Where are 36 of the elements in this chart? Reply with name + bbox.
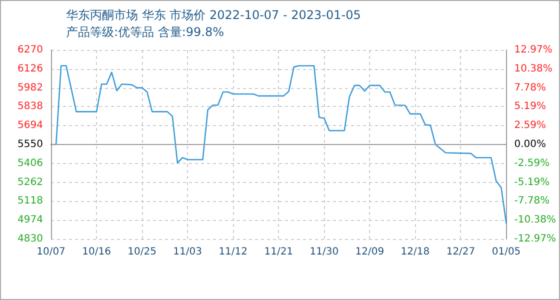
x-tick-label: 10/07 — [36, 246, 66, 258]
y2-tick-label: -5.19% — [514, 176, 550, 188]
y-tick-label: 4830 — [18, 234, 43, 244]
y-tick-label: 5262 — [18, 176, 43, 188]
y2-tick-label: -7.78% — [514, 196, 550, 207]
chart-title: 华东丙酮市场 华东 市场价 2022-10-07 - 2023-01-05 — [66, 8, 361, 22]
y-tick-label: 6126 — [18, 63, 43, 74]
y-tick-label: 5406 — [18, 158, 43, 169]
y2-tick-label: -10.38% — [514, 214, 556, 226]
y-tick-label: 6270 — [18, 44, 43, 56]
y2-tick-label: 0.00% — [514, 139, 546, 150]
y2-tick-label: 7.78% — [514, 82, 546, 94]
y2-tick-label: 12.97% — [514, 44, 552, 56]
x-tick-label: 12/09 — [355, 246, 384, 258]
x-tick-label: 10/16 — [82, 246, 111, 258]
y2-tick-label: -2.59% — [514, 158, 550, 169]
x-tick-label: 11/03 — [173, 246, 202, 258]
y-tick-label: 4974 — [18, 214, 43, 226]
x-tick-label: 11/30 — [310, 246, 339, 258]
y-tick-label: 5550 — [18, 139, 43, 150]
y-tick-label: 5838 — [18, 101, 43, 112]
y2-tick-label: -12.97% — [514, 234, 556, 244]
x-tick-label: 01/05 — [492, 246, 521, 258]
y-tick-label: 5982 — [18, 82, 43, 94]
y-tick-label: 5118 — [18, 196, 43, 207]
x-tick-label: 11/21 — [264, 246, 294, 258]
y2-tick-label: 5.19% — [514, 101, 546, 112]
x-tick-label: 12/18 — [400, 246, 430, 258]
chart-subtitle: 产品等级:优等品 含量:99.8% — [66, 25, 224, 39]
line-series — [50, 65, 507, 224]
x-tick-label: 12/27 — [446, 246, 476, 258]
y2-tick-label: 10.38% — [514, 63, 552, 74]
x-tick-label: 11/12 — [218, 246, 248, 258]
y2-tick-label: 2.59% — [514, 120, 546, 132]
y-tick-label: 5694 — [18, 120, 43, 132]
x-tick-label: 10/25 — [128, 246, 156, 258]
